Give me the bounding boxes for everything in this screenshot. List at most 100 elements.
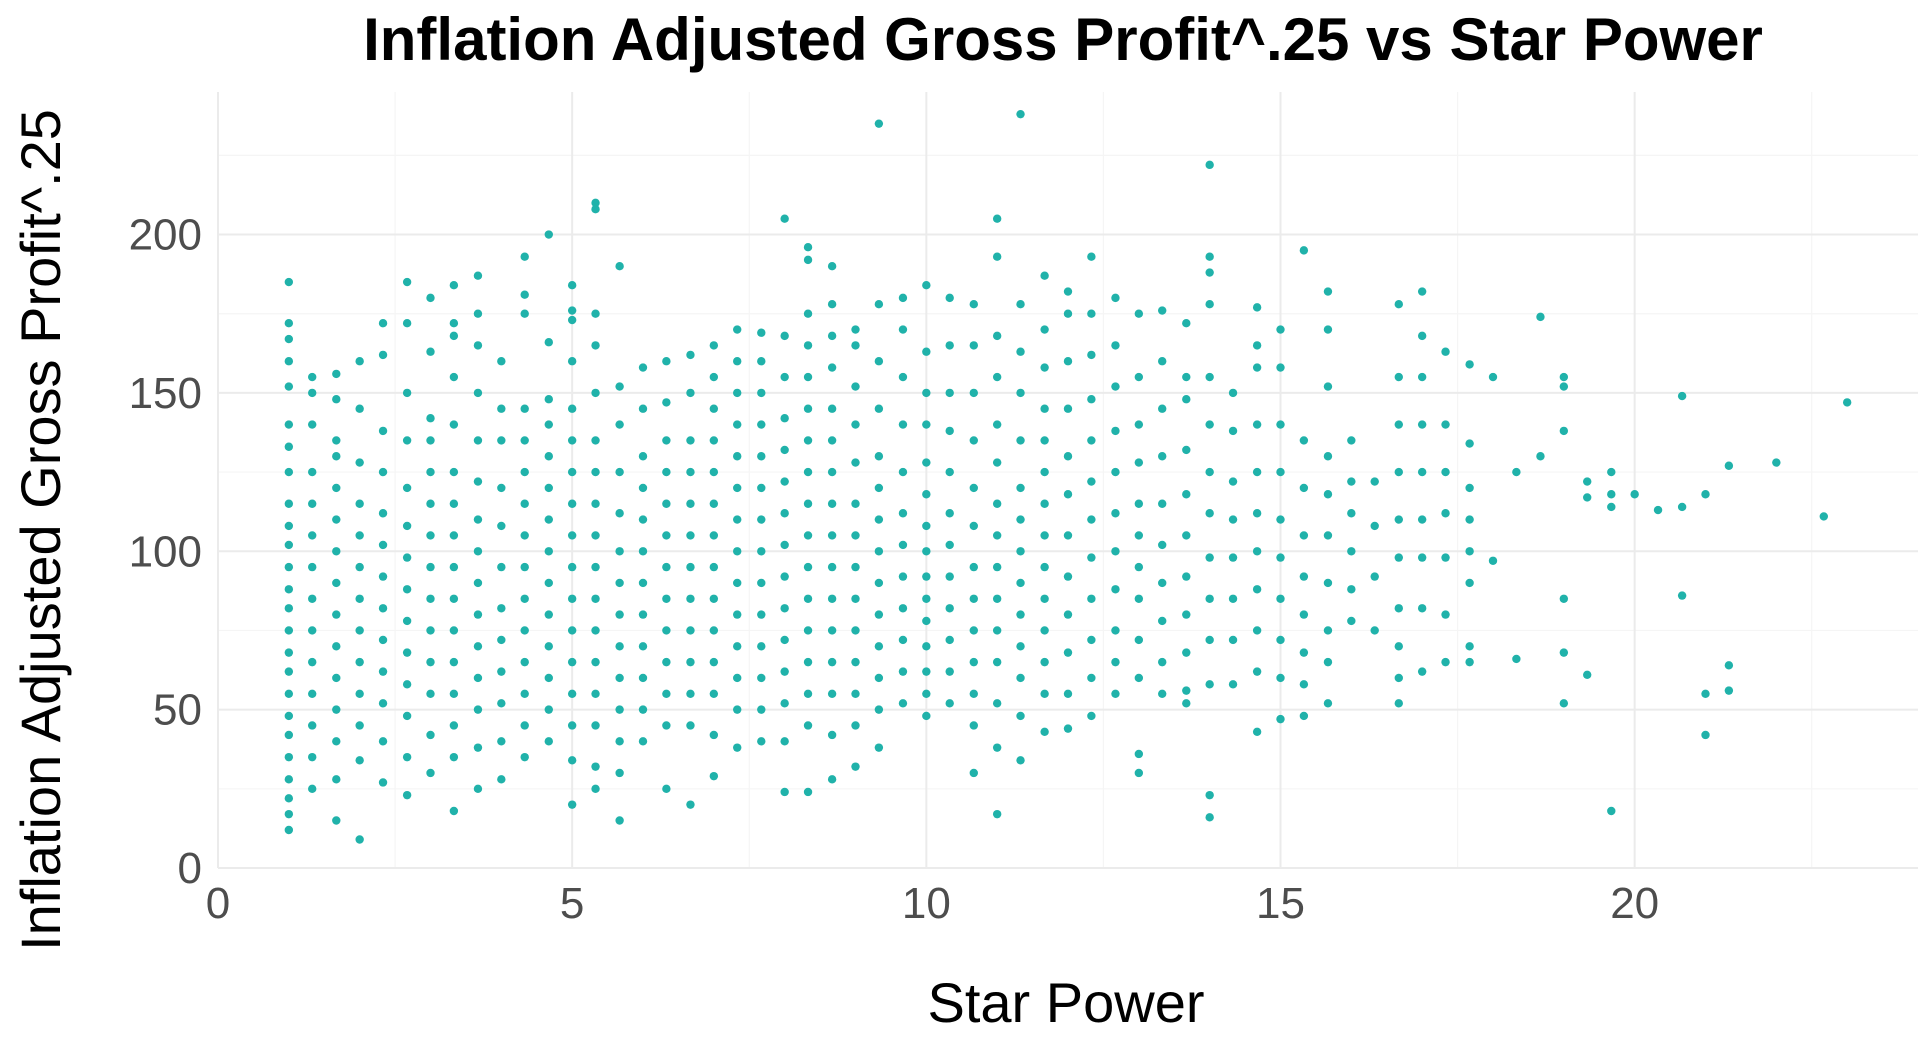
- data-point: [780, 372, 789, 382]
- data-point: [284, 775, 294, 784]
- data-point: [1583, 493, 1592, 502]
- data-point: [1134, 594, 1144, 603]
- data-point: [1701, 730, 1710, 740]
- data-point: [1063, 648, 1073, 657]
- data-point: [1087, 673, 1096, 683]
- data-point: [520, 752, 529, 762]
- major-gridlines: [217, 92, 1918, 869]
- data-point: [332, 515, 341, 524]
- data-point: [1299, 711, 1309, 721]
- data-point: [355, 499, 364, 508]
- x-tick-label: 20: [1610, 879, 1659, 928]
- data-point: [520, 531, 529, 540]
- data-point: [709, 730, 719, 740]
- data-point: [1276, 673, 1285, 683]
- data-point: [1559, 648, 1569, 657]
- data-point: [638, 404, 648, 413]
- data-point: [1134, 562, 1144, 572]
- data-point: [898, 699, 908, 708]
- data-point: [1016, 515, 1025, 524]
- data-point: [992, 458, 1002, 467]
- data-point: [473, 341, 483, 350]
- data-point: [1158, 404, 1167, 413]
- data-point: [497, 737, 506, 746]
- data-point: [969, 689, 978, 698]
- data-point: [1299, 610, 1309, 619]
- data-point: [638, 515, 648, 524]
- data-point: [567, 499, 577, 508]
- data-point: [922, 490, 931, 499]
- data-point: [308, 752, 317, 762]
- data-point: [638, 737, 648, 746]
- data-point: [426, 730, 435, 740]
- data-point: [1111, 293, 1120, 303]
- data-point: [1182, 445, 1191, 455]
- data-point: [874, 610, 884, 619]
- data-point: [591, 198, 600, 208]
- data-point: [874, 483, 884, 493]
- data-point: [1701, 689, 1710, 698]
- data-point: [1299, 483, 1309, 493]
- data-point: [1488, 372, 1498, 382]
- data-point: [1182, 686, 1191, 695]
- data-point: [1182, 395, 1191, 404]
- data-point: [426, 657, 435, 667]
- data-point: [1465, 657, 1474, 667]
- data-point: [1205, 268, 1214, 277]
- data-point: [1441, 610, 1450, 619]
- data-point: [1063, 309, 1073, 318]
- data-point: [1394, 515, 1403, 524]
- data-point: [803, 309, 813, 318]
- data-point: [969, 721, 978, 730]
- data-point: [1228, 680, 1238, 689]
- data-point: [449, 562, 459, 572]
- data-point: [497, 667, 506, 676]
- data-point: [827, 499, 837, 508]
- data-point: [1276, 515, 1285, 524]
- data-point: [1040, 689, 1049, 698]
- data-point: [1276, 714, 1285, 724]
- data-point: [969, 341, 978, 350]
- data-point: [1205, 467, 1214, 477]
- data-point: [1559, 426, 1569, 436]
- data-point: [284, 420, 294, 429]
- data-point: [591, 689, 600, 698]
- data-point: [1394, 467, 1403, 477]
- data-point: [851, 341, 860, 350]
- data-point: [969, 436, 978, 445]
- data-point: [1016, 109, 1025, 119]
- data-point: [449, 626, 459, 635]
- data-point: [1417, 604, 1427, 613]
- data-point: [1205, 594, 1214, 603]
- data-point: [591, 626, 600, 635]
- data-point: [615, 382, 624, 391]
- data-point: [402, 711, 412, 721]
- data-point: [874, 515, 884, 524]
- data-point: [520, 689, 529, 698]
- data-point: [615, 816, 624, 825]
- data-point: [662, 467, 671, 477]
- data-point: [662, 499, 671, 508]
- data-point: [1040, 436, 1049, 445]
- data-point: [1016, 756, 1025, 765]
- data-point: [473, 547, 483, 556]
- data-point: [473, 477, 483, 486]
- data-point: [780, 477, 789, 486]
- data-point: [308, 626, 317, 635]
- data-point: [992, 626, 1002, 635]
- data-point: [1394, 699, 1403, 708]
- data-point: [567, 800, 577, 809]
- data-point: [1205, 160, 1214, 170]
- data-point: [308, 721, 317, 730]
- data-point: [1724, 461, 1734, 470]
- data-point: [1370, 572, 1379, 581]
- data-point: [1559, 699, 1569, 708]
- data-point: [827, 363, 837, 372]
- data-point: [1465, 547, 1474, 556]
- x-tick-label: 15: [1256, 879, 1305, 928]
- data-point: [1063, 404, 1073, 413]
- data-point: [1111, 585, 1120, 594]
- data-point: [544, 395, 553, 404]
- data-point: [757, 483, 766, 493]
- data-point: [992, 331, 1002, 341]
